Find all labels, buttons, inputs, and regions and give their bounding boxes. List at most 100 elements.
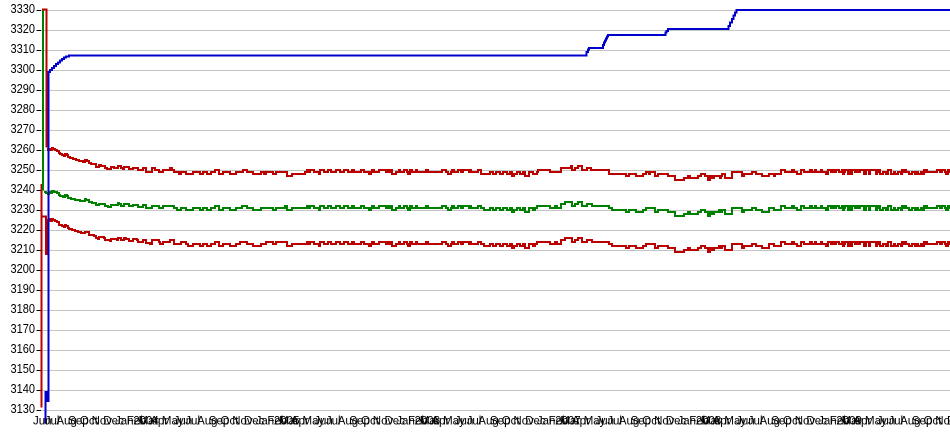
svg-text:Jan: Jan (537, 415, 556, 427)
svg-text:2005: 2005 (274, 415, 300, 427)
svg-text:Jul: Jul (607, 415, 622, 427)
svg-text:Sep: Sep (631, 415, 651, 427)
svg-text:Feb: Feb (127, 415, 147, 427)
svg-text:Aug: Aug (478, 415, 498, 427)
svg-text:Mar: Mar (560, 415, 580, 427)
svg-text:Aug: Aug (900, 415, 920, 427)
svg-text:3310: 3310 (11, 41, 36, 56)
svg-text:Dec: Dec (947, 415, 950, 427)
svg-text:Jun: Jun (33, 415, 52, 427)
svg-text:Jan: Jan (678, 415, 697, 427)
svg-text:Jan: Jan (256, 415, 275, 427)
svg-text:Mar: Mar (701, 415, 721, 427)
svg-text:Apr: Apr (572, 415, 590, 427)
svg-text:Oct: Oct (80, 415, 99, 427)
svg-text:Mar: Mar (139, 415, 159, 427)
svg-text:Nov: Nov (654, 415, 675, 427)
svg-text:May: May (865, 415, 887, 427)
svg-text:3190: 3190 (11, 281, 36, 296)
svg-text:3210: 3210 (11, 241, 36, 256)
svg-text:2007: 2007 (555, 415, 581, 427)
svg-text:Oct: Oct (783, 415, 802, 427)
svg-text:Sep: Sep (771, 415, 791, 427)
svg-text:Nov: Nov (795, 415, 816, 427)
svg-text:Mar: Mar (420, 415, 440, 427)
svg-text:Aug: Aug (338, 415, 358, 427)
svg-text:2009: 2009 (836, 415, 862, 427)
svg-text:3180: 3180 (11, 301, 36, 316)
svg-text:May: May (584, 415, 606, 427)
svg-text:Nov: Nov (513, 415, 534, 427)
svg-text:3230: 3230 (11, 201, 36, 216)
svg-text:Jan: Jan (818, 415, 837, 427)
svg-text:Jun: Jun (455, 415, 474, 427)
svg-text:3250: 3250 (11, 161, 36, 176)
svg-text:Nov: Nov (935, 415, 950, 427)
svg-text:Sep: Sep (912, 415, 932, 427)
svg-text:Aug: Aug (760, 415, 780, 427)
svg-text:Sep: Sep (490, 415, 510, 427)
svg-text:Dec: Dec (385, 415, 406, 427)
svg-text:Jun: Jun (736, 415, 755, 427)
svg-text:Apr: Apr (150, 415, 168, 427)
svg-text:2008: 2008 (696, 415, 722, 427)
svg-text:Sep: Sep (349, 415, 369, 427)
svg-text:Jul: Jul (326, 415, 341, 427)
svg-text:Feb: Feb (549, 415, 569, 427)
svg-text:Apr: Apr (431, 415, 449, 427)
svg-text:Jul: Jul (467, 415, 482, 427)
svg-text:Oct: Oct (642, 415, 661, 427)
svg-text:3330: 3330 (11, 1, 36, 16)
svg-text:Mar: Mar (842, 415, 862, 427)
svg-text:Jun: Jun (596, 415, 615, 427)
svg-text:Jul: Jul (888, 415, 903, 427)
svg-text:Jul: Jul (748, 415, 763, 427)
svg-text:3140: 3140 (11, 381, 36, 396)
svg-text:3260: 3260 (11, 141, 36, 156)
svg-text:Aug: Aug (56, 415, 76, 427)
svg-text:Nov: Nov (373, 415, 394, 427)
svg-text:Jun: Jun (174, 415, 193, 427)
svg-text:Jan: Jan (396, 415, 415, 427)
svg-text:Apr: Apr (291, 415, 309, 427)
svg-text:Oct: Oct (361, 415, 380, 427)
svg-text:Aug: Aug (197, 415, 217, 427)
svg-text:3200: 3200 (11, 261, 36, 276)
svg-text:Jan: Jan (115, 415, 134, 427)
svg-text:Nov: Nov (232, 415, 253, 427)
svg-text:3290: 3290 (11, 81, 36, 96)
svg-text:Dec: Dec (103, 415, 124, 427)
svg-text:2006: 2006 (415, 415, 441, 427)
svg-text:Jun: Jun (314, 415, 333, 427)
svg-text:May: May (303, 415, 325, 427)
svg-text:Jul: Jul (185, 415, 200, 427)
svg-text:Dec: Dec (525, 415, 546, 427)
svg-text:Oct: Oct (221, 415, 240, 427)
svg-text:Dec: Dec (666, 415, 687, 427)
svg-text:Nov: Nov (92, 415, 113, 427)
svg-text:Aug: Aug (619, 415, 639, 427)
svg-text:Jul: Jul (45, 415, 60, 427)
svg-text:3160: 3160 (11, 341, 36, 356)
svg-text:Feb: Feb (689, 415, 709, 427)
svg-text:3320: 3320 (11, 21, 36, 36)
svg-text:May: May (443, 415, 465, 427)
svg-text:Sep: Sep (68, 415, 88, 427)
svg-text:3220: 3220 (11, 221, 36, 236)
svg-text:Feb: Feb (830, 415, 850, 427)
svg-text:Apr: Apr (853, 415, 871, 427)
svg-text:3300: 3300 (11, 61, 36, 76)
svg-text:Dec: Dec (244, 415, 265, 427)
svg-text:2004: 2004 (133, 415, 159, 427)
svg-text:3240: 3240 (11, 181, 36, 196)
svg-text:May: May (724, 415, 746, 427)
svg-text:Dec: Dec (806, 415, 827, 427)
svg-text:May: May (162, 415, 184, 427)
svg-text:3170: 3170 (11, 321, 36, 336)
svg-text:Sep: Sep (209, 415, 229, 427)
svg-text:3280: 3280 (11, 101, 36, 116)
svg-text:Feb: Feb (408, 415, 428, 427)
svg-text:Oct: Oct (502, 415, 521, 427)
svg-text:3270: 3270 (11, 121, 36, 136)
svg-text:3130: 3130 (11, 401, 36, 416)
